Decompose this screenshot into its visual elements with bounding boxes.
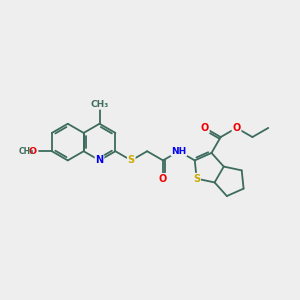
Text: O: O — [29, 147, 37, 156]
Text: NH: NH — [171, 147, 187, 156]
Text: CH₃: CH₃ — [90, 100, 109, 109]
Text: N: N — [95, 155, 104, 165]
Text: O: O — [232, 123, 241, 133]
Text: S: S — [193, 174, 200, 184]
Text: CH₃: CH₃ — [18, 147, 34, 156]
Text: S: S — [128, 155, 135, 165]
Text: O: O — [159, 174, 167, 184]
Text: O: O — [201, 123, 209, 133]
